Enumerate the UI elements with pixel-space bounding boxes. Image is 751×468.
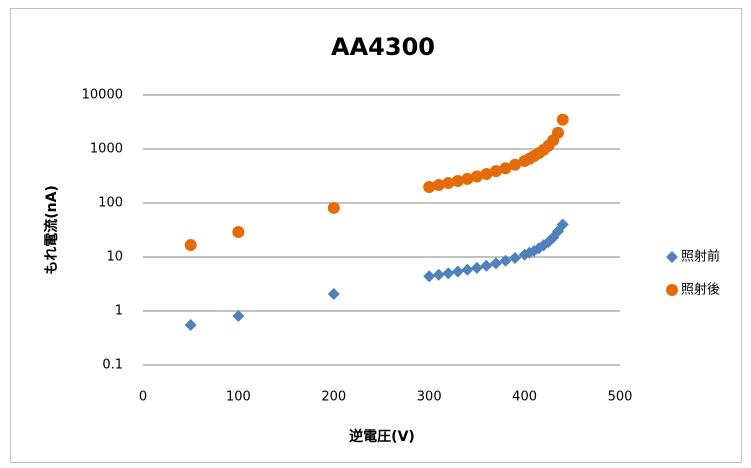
point: [184, 319, 197, 332]
point: [461, 172, 474, 185]
point: [423, 270, 436, 283]
point: [232, 309, 245, 322]
chart-frame: [10, 8, 742, 463]
x-tick-label: 200: [321, 390, 346, 405]
x-tick-label: 400: [512, 390, 537, 405]
y-tick-label: 10: [106, 250, 123, 265]
x-tick-label: 300: [417, 390, 442, 405]
point: [489, 257, 502, 270]
point: [423, 180, 436, 193]
point: [432, 268, 445, 281]
point: [499, 254, 512, 267]
y-axis-label: もれ電流(nA): [43, 185, 60, 275]
point: [451, 175, 464, 188]
point: [480, 167, 493, 180]
y-tick-label: 1: [115, 304, 123, 319]
point: [232, 226, 245, 239]
x-tick-label: 100: [226, 390, 251, 405]
legend-marker: [666, 284, 678, 296]
point: [551, 126, 564, 139]
point: [556, 113, 569, 126]
point: [451, 265, 464, 278]
point: [442, 267, 455, 280]
point: [461, 263, 474, 276]
point: [509, 251, 522, 264]
x-axis-label: 逆電圧(V): [349, 428, 415, 445]
point: [489, 165, 502, 178]
point: [432, 179, 445, 192]
x-tick-label: 500: [608, 390, 633, 405]
x-tick-label: 0: [139, 390, 147, 405]
legend-label: 照射前: [681, 249, 720, 265]
point: [442, 176, 455, 189]
point: [470, 261, 483, 274]
point: [480, 259, 493, 272]
y-tick-label: 100: [98, 196, 123, 211]
point: [184, 238, 197, 251]
point: [509, 158, 522, 171]
point: [470, 170, 483, 183]
y-tick-label: 10000: [82, 88, 123, 103]
y-tick-label: 1000: [90, 142, 123, 157]
point: [327, 288, 340, 301]
point: [556, 218, 569, 231]
chart-title: AA4300: [331, 33, 435, 61]
point: [499, 162, 512, 175]
legend-marker: [666, 251, 678, 263]
legend-label: 照射後: [681, 282, 720, 298]
point: [327, 201, 340, 214]
y-tick-label: 0.1: [102, 358, 123, 373]
